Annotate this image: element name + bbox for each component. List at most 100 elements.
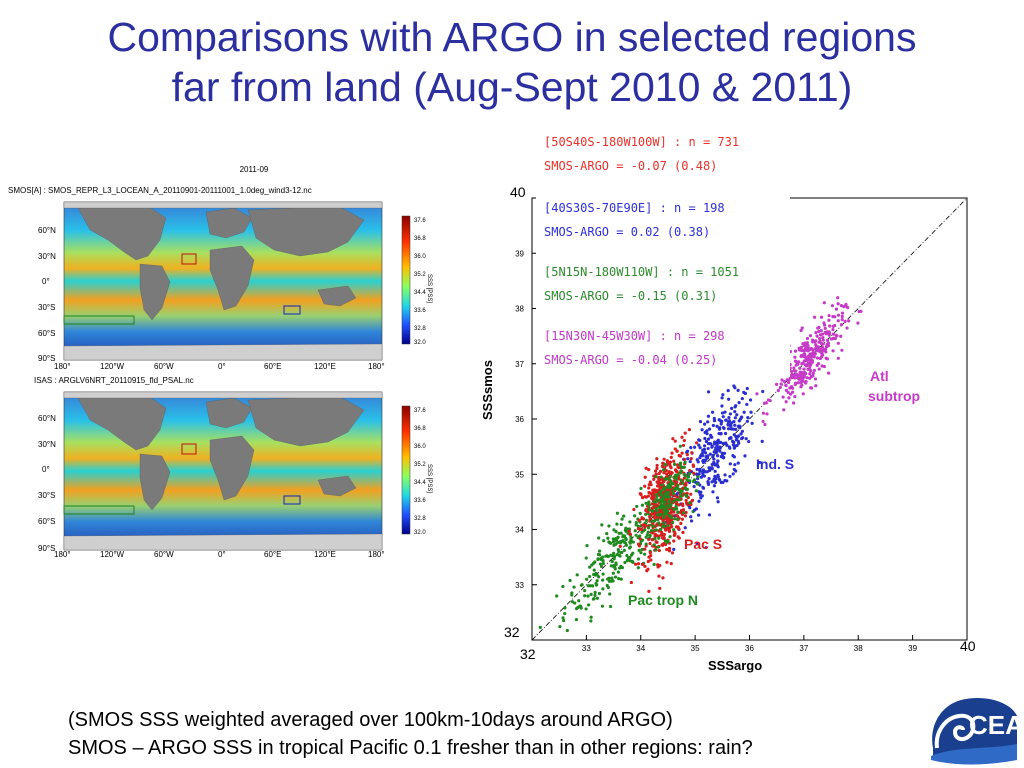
atl-point [787, 396, 791, 400]
lat-label: 30°S [38, 491, 56, 500]
pacs-point [636, 527, 640, 531]
x-tick-label: 39 [908, 644, 917, 653]
ind-point [695, 467, 699, 471]
pacs-point [665, 547, 669, 552]
pacs-point [627, 529, 631, 533]
pacs-point [636, 562, 641, 566]
ind-point [700, 494, 704, 498]
pacs-point [650, 502, 654, 506]
pactrop-point [577, 599, 581, 603]
lon-label: 180° [368, 550, 385, 559]
pactrop-point [674, 497, 679, 502]
pactrop-point [631, 551, 635, 555]
pactrop-point [592, 568, 596, 572]
pactrop-point [570, 591, 574, 595]
atl-point [794, 360, 799, 364]
ind-point [733, 409, 737, 414]
ind-point [710, 410, 715, 414]
atl-point [830, 304, 835, 308]
pactrop-point [568, 578, 572, 583]
x-tick-label: 37 [799, 644, 808, 653]
pactrop-point [573, 601, 577, 605]
pactrop-point [584, 607, 588, 611]
legend-entry: SMOS-ARGO = -0.07 (0.48) [544, 159, 717, 173]
atl-point [831, 315, 835, 319]
pactrop-point [619, 539, 623, 544]
pactrop-point [686, 475, 691, 479]
pacs-point [660, 464, 664, 468]
ind-point [735, 443, 739, 448]
pacs-point [689, 457, 693, 461]
pactrop-point [688, 479, 692, 483]
atl-point [782, 408, 786, 412]
pactrop-point [652, 519, 657, 523]
pacs-point [674, 513, 678, 517]
atl-point [785, 378, 789, 382]
pacs-point [676, 535, 680, 539]
atl-point [823, 326, 827, 331]
pacs-point [667, 546, 672, 550]
atl-point [814, 344, 818, 348]
ind-point [731, 443, 735, 447]
ind-point [744, 437, 748, 441]
pacs-point [636, 542, 641, 546]
pacs-point [637, 518, 641, 522]
ind-point [689, 445, 693, 450]
pactrop-point [664, 512, 669, 516]
ind-point [712, 457, 716, 461]
atl-point [857, 309, 861, 314]
pactrop-point [586, 594, 590, 598]
atl-point [802, 359, 806, 363]
pacs-point [668, 460, 673, 464]
pactrop-point [652, 543, 656, 547]
pactrop-point [629, 538, 633, 542]
atl-point [781, 395, 785, 399]
pacs-point [643, 484, 647, 488]
pactrop-point [666, 477, 670, 481]
pacs-point [657, 548, 661, 553]
ind-point [700, 428, 704, 432]
pacs-point [670, 551, 675, 555]
x-tick-label: 33 [582, 644, 591, 653]
ind-point [745, 386, 749, 391]
ind-point [732, 440, 736, 444]
atl-point [821, 335, 825, 340]
pactrop-point [667, 495, 671, 499]
pactrop-point [622, 540, 627, 545]
ind-point [740, 396, 744, 401]
ind-point [746, 416, 750, 420]
pacs-point [679, 508, 684, 513]
pacs-point [651, 494, 655, 498]
ind-point [733, 416, 737, 420]
atl-point [795, 372, 799, 377]
atl-point [840, 311, 845, 315]
pactrop-point [651, 509, 655, 513]
atl-point [791, 390, 795, 394]
atl-point [825, 338, 830, 342]
pactrop-point [639, 551, 643, 555]
ind-point [720, 396, 724, 400]
ind-point [724, 418, 728, 422]
ind-point [701, 486, 706, 490]
pactrop-point [663, 487, 667, 491]
pactrop-point [601, 578, 605, 582]
ind-point [736, 461, 740, 465]
pacs-point [672, 539, 676, 543]
pactrop-point [555, 594, 559, 598]
pactrop-point [628, 520, 632, 524]
pacs-point [633, 562, 638, 566]
atl-point [839, 323, 844, 327]
pactrop-point [636, 566, 640, 570]
ind-point [717, 477, 721, 482]
lat-label: 90°S [38, 354, 56, 363]
ind-point [699, 454, 703, 458]
pacs-point [646, 494, 651, 498]
ind-point [728, 474, 732, 479]
pactrop-point [676, 510, 680, 514]
atl-point [805, 336, 810, 341]
ind-point [720, 404, 724, 408]
lon-label: 180° [54, 550, 71, 559]
pactrop-point [664, 507, 668, 511]
pactrop-point [616, 540, 620, 545]
atl-point [808, 347, 812, 352]
